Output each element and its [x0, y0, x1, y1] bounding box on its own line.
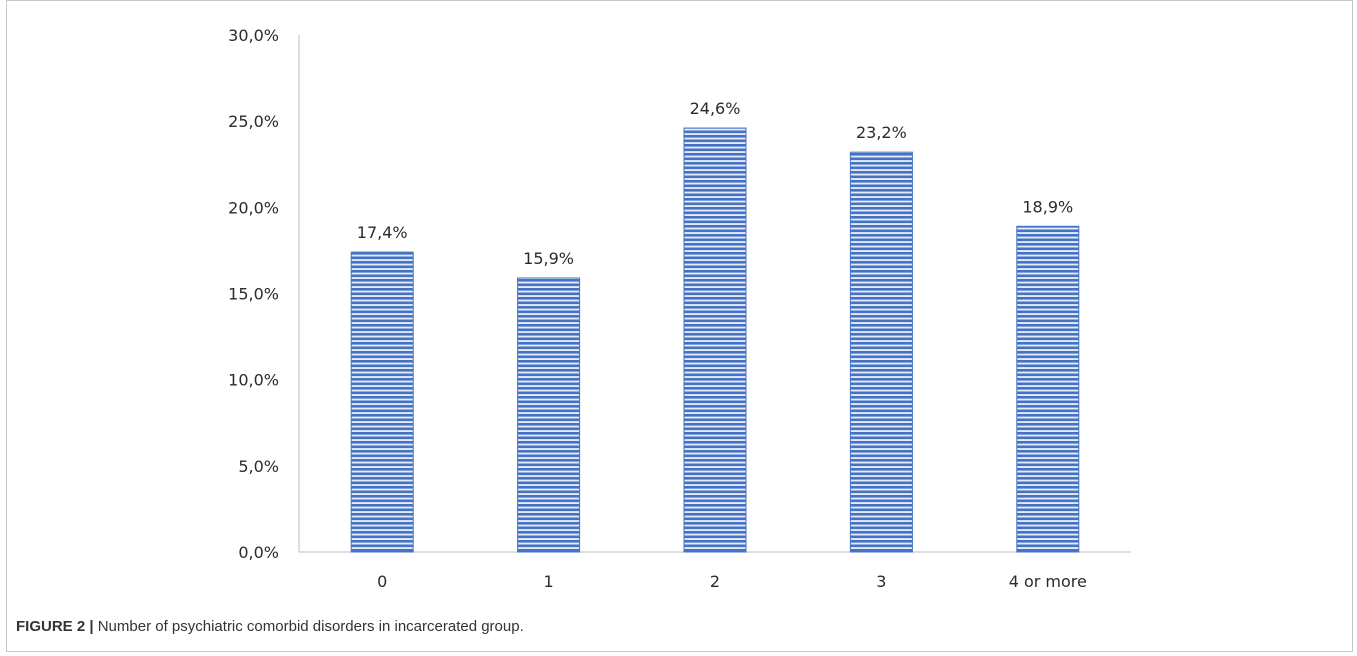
- y-tick-label: 5,0%: [238, 457, 279, 476]
- bar: [350, 251, 414, 553]
- bar-value-label: 17,4%: [357, 223, 408, 242]
- figure-caption: FIGURE 2 | Number of psychiatric comorbi…: [16, 618, 524, 635]
- y-tick-label: 25,0%: [228, 112, 279, 131]
- x-tick-label: 1: [544, 572, 554, 591]
- figure-label: FIGURE 2 |: [16, 618, 94, 635]
- x-tick-label: 2: [710, 572, 720, 591]
- bar: [683, 127, 747, 553]
- bar: [849, 151, 913, 553]
- y-tick-label: 10,0%: [228, 371, 279, 390]
- bar-value-label: 24,6%: [690, 99, 741, 118]
- figure-frame: [6, 0, 1353, 652]
- figure-caption-text: Number of psychiatric comorbid disorders…: [97, 618, 524, 635]
- bar-value-label: 23,2%: [856, 123, 907, 142]
- y-tick-label: 20,0%: [228, 198, 279, 217]
- y-tick-label: 30,0%: [228, 26, 279, 45]
- x-tick-label: 4 or more: [1009, 572, 1087, 591]
- bars: [350, 127, 1080, 553]
- bar-chart: 0,0%5,0%10,0%15,0%20,0%25,0%30,0% 17,4%1…: [228, 26, 1131, 591]
- x-tick-label: 0: [377, 572, 387, 591]
- data-labels: 17,4% 15,9% 24,6% 23,2% 18,9%: [357, 99, 1073, 268]
- bar: [517, 277, 581, 553]
- bar-value-label: 15,9%: [523, 249, 574, 268]
- y-tick-label: 15,0%: [228, 285, 279, 304]
- bar-value-label: 18,9%: [1022, 197, 1073, 216]
- x-axis-ticks: 0 1 2 3 4 or more: [377, 572, 1087, 591]
- y-axis-ticks: 0,0% 5,0% 10,0% 15,0% 20,0% 25,0% 30,0%: [228, 26, 279, 562]
- y-tick-label: 0,0%: [238, 543, 279, 562]
- bar: [1016, 225, 1080, 553]
- x-tick-label: 3: [876, 572, 886, 591]
